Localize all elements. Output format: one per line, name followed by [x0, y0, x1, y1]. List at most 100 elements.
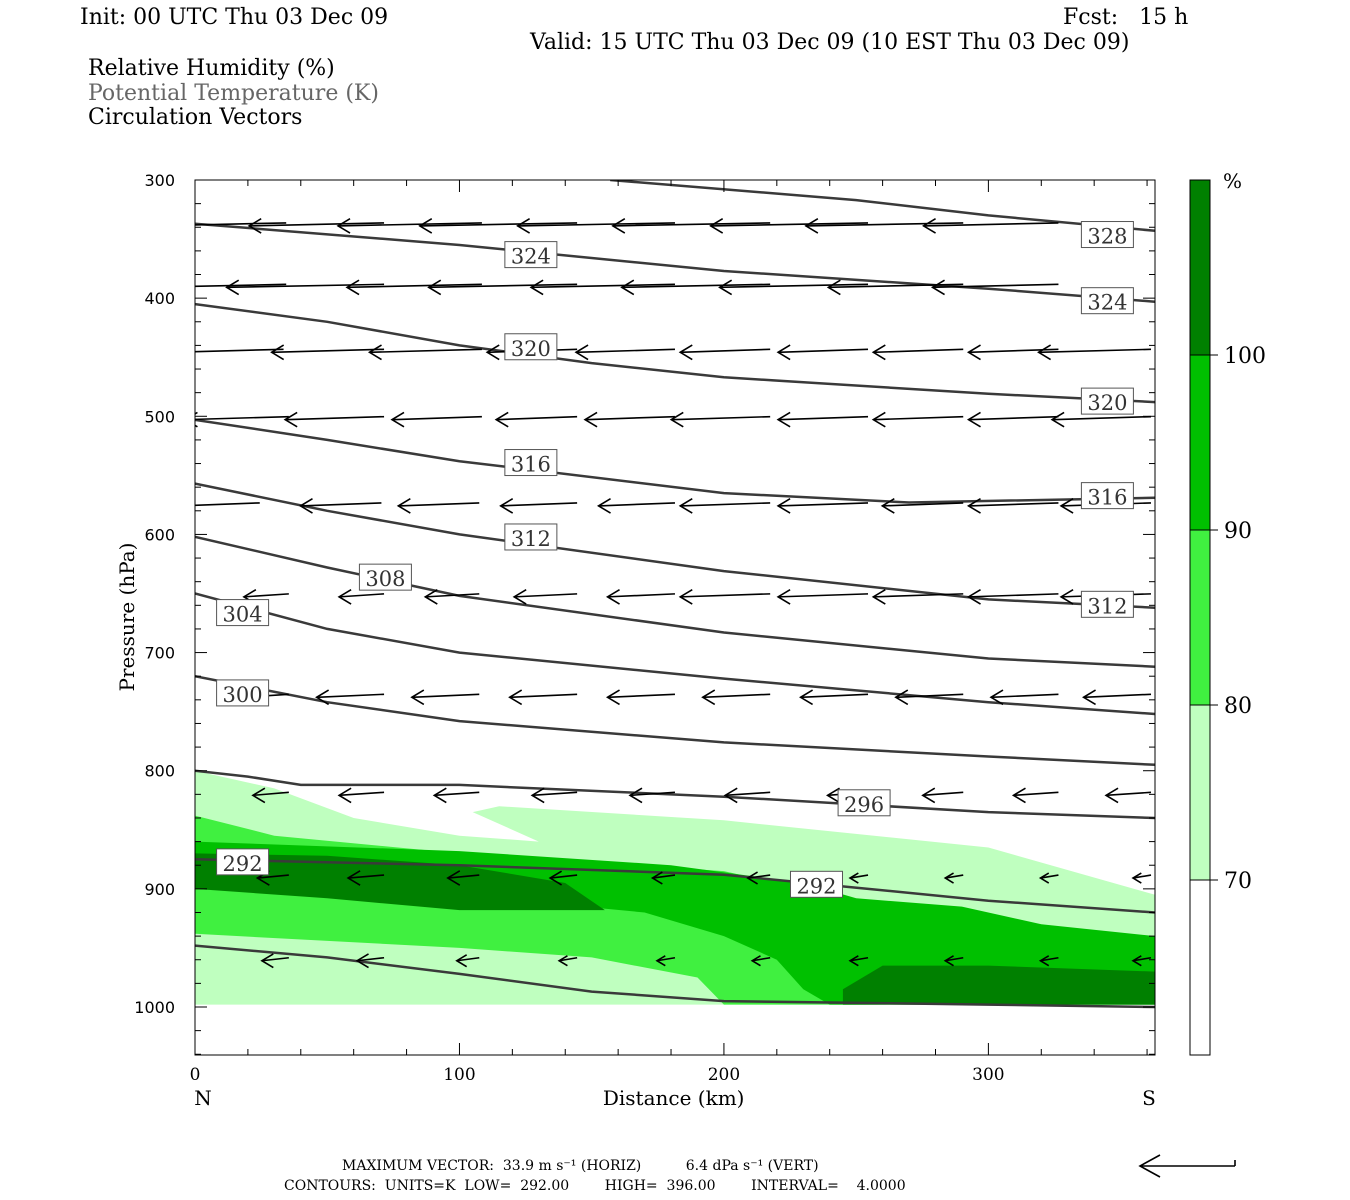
- vector-head: [516, 218, 531, 234]
- vector-9-3: [557, 955, 578, 967]
- vector-head: [848, 955, 859, 967]
- vector-5-7: [871, 588, 964, 605]
- legend-relative-humidity: Relative Humidity (%): [88, 56, 335, 81]
- vector-head: [418, 218, 433, 234]
- axes: 300 400 500 600 700 800 900 1000 0 100 200 300 Dista…: [115, 171, 1156, 1110]
- theta-label-box-316-1: [1080, 482, 1134, 510]
- vector-head: [283, 411, 298, 428]
- theta-label-box-324-1: [1080, 287, 1134, 315]
- y-tick-label-300: 300: [144, 171, 175, 190]
- theta-contour-296: [195, 769, 1155, 820]
- vector-head: [826, 787, 840, 804]
- vector-head: [826, 279, 841, 296]
- vector-head: [989, 689, 1004, 706]
- vector-head: [930, 279, 945, 296]
- vector-head: [701, 689, 716, 706]
- vector-3-5: [669, 411, 771, 428]
- vector-head: [871, 344, 886, 361]
- x-axis-title: Distance (km): [603, 1086, 745, 1110]
- vector-2-2: [367, 344, 482, 361]
- vector-4-1: [298, 498, 382, 514]
- vector-6-7: [894, 689, 964, 706]
- vector-6-6: [799, 689, 869, 706]
- theta-contour-300: [195, 674, 1155, 767]
- theta-label-box-296-0: [837, 789, 891, 817]
- theta-contour-328: [610, 180, 1155, 233]
- vector-head: [678, 498, 693, 514]
- theta-label-312-0: 312: [511, 527, 551, 551]
- vector-shaft: [496, 415, 578, 421]
- vector-shaft: [356, 956, 385, 962]
- vector-head: [678, 588, 693, 605]
- vector-4-7: [880, 498, 964, 514]
- colorbar: 70 80 90 100%: [1189, 169, 1266, 1056]
- max-vector-arrow-head: [1138, 1154, 1161, 1178]
- vector-shaft: [517, 222, 675, 227]
- vector-head: [548, 870, 562, 886]
- vector-head: [485, 344, 500, 361]
- vector-2-4: [574, 344, 675, 361]
- vector-5-3: [512, 588, 578, 605]
- vector-7-8: [1011, 787, 1059, 804]
- vector-head: [776, 344, 791, 361]
- vector-1-8: [930, 279, 1059, 296]
- vector-head: [718, 279, 733, 296]
- vector-head: [390, 411, 405, 428]
- vector-1-7: [826, 279, 964, 296]
- vector-8-1: [346, 870, 385, 886]
- vector-head: [678, 344, 693, 361]
- theta-label-box-328-0: [1080, 221, 1134, 249]
- valid-time: Valid: 15 UTC Thu 03 Dec 09 (10 EST Thu …: [530, 30, 1130, 55]
- vector-shaft: [243, 593, 289, 598]
- vector-shaft: [252, 791, 289, 797]
- vector-shaft: [598, 502, 675, 507]
- vector-shaft: [34, 223, 191, 226]
- vector-head: [583, 411, 598, 428]
- theta-label-296-0: 296: [844, 793, 884, 817]
- vector-head: [776, 498, 791, 514]
- vector-4-6: [776, 498, 869, 514]
- vector-shaft: [612, 222, 771, 227]
- theta-label-box-320-0: [504, 333, 558, 361]
- vector-head: [922, 218, 936, 234]
- vector-head: [943, 955, 954, 967]
- vector-head: [1037, 344, 1052, 361]
- vector-shaft: [778, 415, 869, 421]
- vector-0-2: [247, 218, 385, 234]
- theta-label-box-304-0: [216, 599, 270, 627]
- vector-shaft: [828, 283, 964, 289]
- vector-9-4: [655, 955, 676, 967]
- plot-frame: [194, 179, 1156, 1056]
- vector-head: [171, 345, 183, 359]
- vector-1-3: [427, 279, 578, 296]
- vector-head: [346, 870, 361, 886]
- theta-label-box-312-0: [504, 523, 558, 551]
- vector-5-1: [337, 588, 385, 605]
- vector-head: [1059, 498, 1074, 514]
- vector-shaft: [514, 593, 578, 598]
- y-tick-label-600: 600: [144, 525, 175, 544]
- vector-shaft: [1013, 791, 1059, 797]
- vector-shaft: [249, 222, 385, 227]
- vector-shaft: [747, 874, 771, 879]
- vector-0-9: [922, 218, 1059, 234]
- vector-head: [776, 588, 791, 605]
- vector-head: [669, 411, 684, 428]
- vector-0-7: [709, 218, 869, 234]
- vector-3-4: [583, 411, 675, 428]
- vector-head: [943, 872, 954, 884]
- vector-8-6: [848, 872, 869, 884]
- vector-shaft: [621, 283, 771, 289]
- colorbar-segment-2: [1190, 530, 1210, 705]
- vector-5-5: [678, 588, 771, 605]
- vector-4-2: [396, 498, 480, 514]
- vector-head: [880, 498, 895, 514]
- vector-head: [315, 689, 330, 706]
- vector-shaft: [1040, 874, 1059, 879]
- vector-head: [432, 787, 447, 804]
- vector-head: [1038, 955, 1050, 967]
- theta-contour-308: [195, 535, 1155, 668]
- vector-0-6: [611, 218, 771, 234]
- vector-head: [260, 953, 274, 969]
- vector-1-6: [718, 279, 869, 296]
